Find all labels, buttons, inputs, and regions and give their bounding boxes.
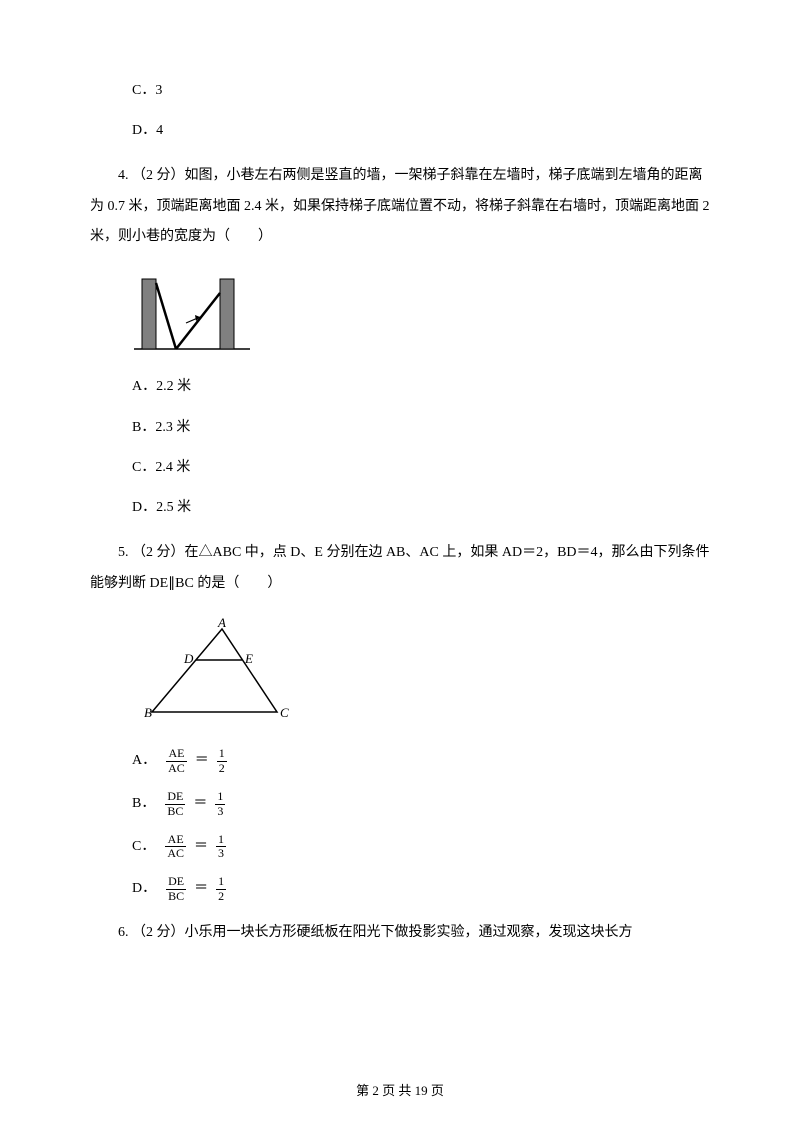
- q4-option-c: C．2.4 米: [132, 457, 710, 479]
- q5-option-b: B． DEBC ＝ 13: [132, 790, 710, 819]
- label-a: A: [217, 617, 226, 630]
- label-d: D: [183, 651, 194, 666]
- q3-option-d: D．4: [132, 120, 710, 142]
- label-e: E: [244, 651, 253, 666]
- q5-option-c: C． AEAC ＝ 13: [132, 833, 710, 862]
- q5-figure: A B C D E: [132, 617, 710, 727]
- q6-text: 6. （2 分）小乐用一块长方形硬纸板在阳光下做投影实验，通过观察，发现这块长方: [90, 918, 710, 949]
- q5-option-a: A． AEAC ＝ 12: [132, 747, 710, 776]
- label-b: B: [144, 705, 152, 720]
- q4-text: 4. （2 分）如图，小巷左右两侧是竖直的墙，一架梯子斜靠在左墙时，梯子底端到左…: [90, 161, 710, 253]
- q4-option-d: D．2.5 米: [132, 497, 710, 519]
- q4-option-b: B．2.3 米: [132, 417, 710, 439]
- label-c: C: [280, 705, 289, 720]
- q4-figure: [132, 271, 710, 356]
- q3-option-c: C．3: [132, 80, 710, 102]
- q5-option-d: D． DEBC ＝ 12: [132, 875, 710, 904]
- q4-option-a: A．2.2 米: [132, 376, 710, 398]
- page-footer: 第 2 页 共 19 页: [0, 1081, 800, 1102]
- q5-text: 5. （2 分）在△ABC 中，点 D、E 分别在边 AB、AC 上，如果 AD…: [90, 538, 710, 600]
